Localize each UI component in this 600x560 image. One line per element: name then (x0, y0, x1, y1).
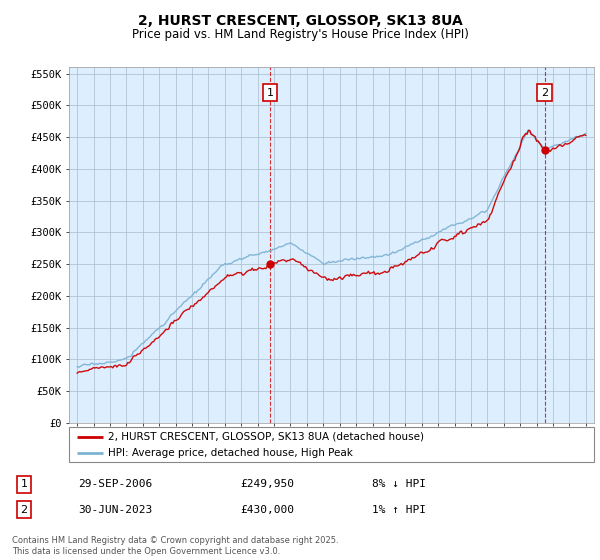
Text: 2, HURST CRESCENT, GLOSSOP, SK13 8UA: 2, HURST CRESCENT, GLOSSOP, SK13 8UA (137, 14, 463, 28)
Text: 30-JUN-2023: 30-JUN-2023 (78, 505, 152, 515)
Text: Contains HM Land Registry data © Crown copyright and database right 2025.
This d: Contains HM Land Registry data © Crown c… (12, 536, 338, 556)
Text: Price paid vs. HM Land Registry's House Price Index (HPI): Price paid vs. HM Land Registry's House … (131, 28, 469, 41)
Text: HPI: Average price, detached house, High Peak: HPI: Average price, detached house, High… (109, 447, 353, 458)
Text: 8% ↓ HPI: 8% ↓ HPI (372, 479, 426, 489)
Text: 29-SEP-2006: 29-SEP-2006 (78, 479, 152, 489)
Text: 2: 2 (541, 87, 548, 97)
Text: 1% ↑ HPI: 1% ↑ HPI (372, 505, 426, 515)
Text: £249,950: £249,950 (240, 479, 294, 489)
Text: 1: 1 (266, 87, 274, 97)
Text: 1: 1 (20, 479, 28, 489)
Text: 2, HURST CRESCENT, GLOSSOP, SK13 8UA (detached house): 2, HURST CRESCENT, GLOSSOP, SK13 8UA (de… (109, 432, 424, 442)
Text: 2: 2 (20, 505, 28, 515)
Text: £430,000: £430,000 (240, 505, 294, 515)
FancyBboxPatch shape (69, 427, 594, 462)
